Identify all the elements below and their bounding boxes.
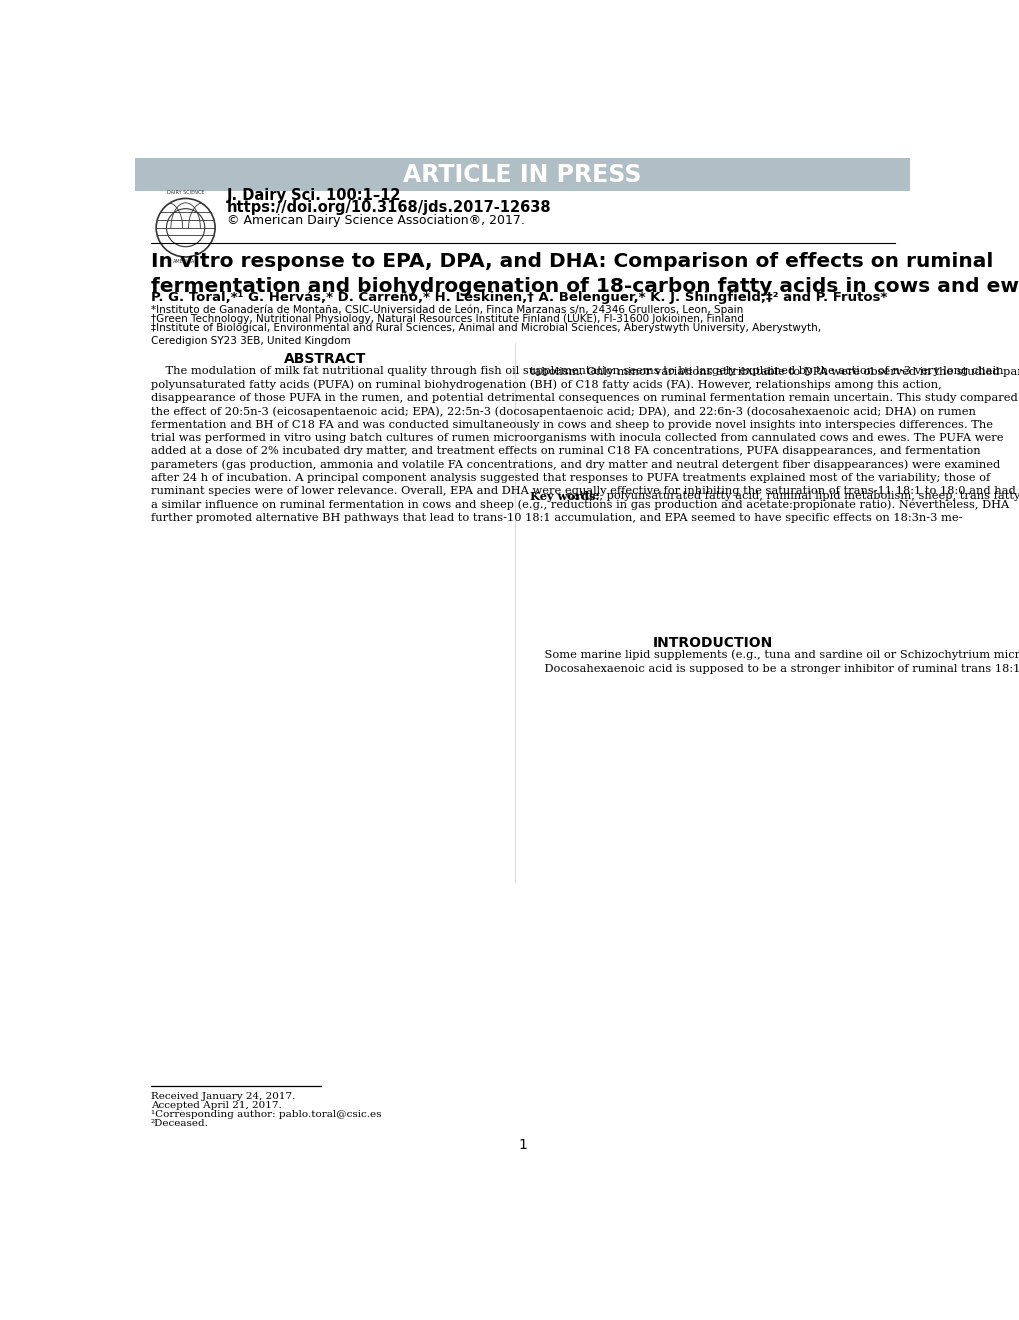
Text: AMERICAN: AMERICAN (172, 259, 199, 264)
Text: Accepted April 21, 2017.: Accepted April 21, 2017. (151, 1101, 281, 1110)
Text: ¹Corresponding author: pablo.toral@csic.es: ¹Corresponding author: pablo.toral@csic.… (151, 1110, 381, 1119)
Text: © American Dairy Science Association®, 2017.: © American Dairy Science Association®, 2… (226, 214, 524, 227)
Text: J. Dairy Sci. 100:1–12: J. Dairy Sci. 100:1–12 (226, 187, 400, 203)
Text: ‡Institute of Biological, Environmental and Rural Sciences, Animal and Microbial: ‡Institute of Biological, Environmental … (151, 323, 820, 346)
Text: †Green Technology, Nutritional Physiology, Natural Resources Institute Finland (: †Green Technology, Nutritional Physiolog… (151, 314, 743, 323)
Text: The modulation of milk fat nutritional quality through fish oil supplementation : The modulation of milk fat nutritional q… (151, 367, 1017, 523)
Text: INTRODUCTION: INTRODUCTION (652, 636, 772, 649)
Text: Received January 24, 2017.: Received January 24, 2017. (151, 1092, 294, 1101)
Text: ARTICLE IN PRESS: ARTICLE IN PRESS (404, 162, 641, 186)
Text: P. G. Toral,*¹ G. Hervás,* D. Carreño,* H. Leskinen,† A. Belenguer,* K. J. Shing: P. G. Toral,*¹ G. Hervás,* D. Carreño,* … (151, 290, 887, 304)
Text: In vitro response to EPA, DPA, and DHA: Comparison of effects on ruminal
ferment: In vitro response to EPA, DPA, and DHA: … (151, 252, 1019, 297)
Text: Key words:: Key words: (530, 491, 599, 503)
Text: Some marine lipid supplements (e.g., tuna and sardine oil or Schizochytrium micr: Some marine lipid supplements (e.g., tun… (530, 649, 1019, 675)
Text: ABSTRACT: ABSTRACT (283, 352, 366, 367)
Text: 1: 1 (518, 1138, 527, 1151)
FancyBboxPatch shape (136, 158, 909, 191)
Text: tabolism. Only minor variations attributable to DPA were observed in the studied: tabolism. Only minor variations attribut… (530, 367, 1019, 378)
Text: https://doi.org/10.3168/jds.2017-12638: https://doi.org/10.3168/jds.2017-12638 (226, 199, 551, 215)
Text: DAIRY SCIENCE: DAIRY SCIENCE (167, 190, 204, 195)
Text: ²Deceased.: ²Deceased. (151, 1119, 209, 1129)
Text: *Instituto de Ganadería de Montaña, CSIC-Universidad de León, Finca Marzanas s/n: *Instituto de Ganadería de Montaña, CSIC… (151, 305, 742, 315)
Text: cattle, polyunsaturated fatty acid, ruminal lipid metabolism, sheep, trans fatty: cattle, polyunsaturated fatty acid, rumi… (562, 491, 1019, 502)
